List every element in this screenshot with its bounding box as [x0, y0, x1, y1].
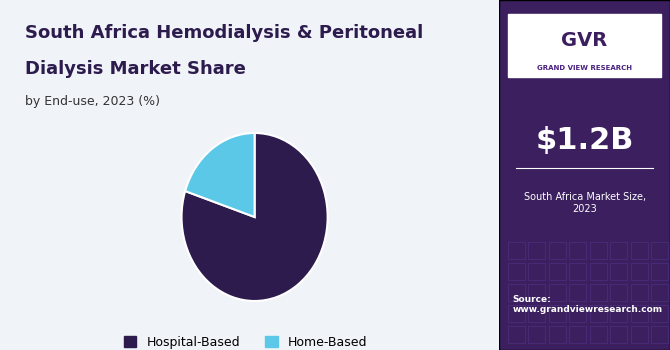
FancyBboxPatch shape — [499, 0, 670, 350]
Text: Dialysis Market Share: Dialysis Market Share — [25, 60, 246, 77]
Text: South Africa Hemodialysis & Peritoneal: South Africa Hemodialysis & Peritoneal — [25, 25, 423, 42]
Legend: Hospital-Based, Home-Based: Hospital-Based, Home-Based — [119, 330, 372, 350]
Text: GVR: GVR — [561, 31, 608, 50]
Wedge shape — [182, 133, 328, 301]
Text: South Africa Market Size,
2023: South Africa Market Size, 2023 — [523, 192, 646, 214]
FancyBboxPatch shape — [508, 14, 661, 77]
Text: by End-use, 2023 (%): by End-use, 2023 (%) — [25, 94, 160, 107]
Text: $1.2B: $1.2B — [535, 126, 634, 154]
Text: Source:
www.grandviewresearch.com: Source: www.grandviewresearch.com — [513, 295, 663, 314]
Text: GRAND VIEW RESEARCH: GRAND VIEW RESEARCH — [537, 65, 632, 71]
Wedge shape — [185, 133, 255, 217]
